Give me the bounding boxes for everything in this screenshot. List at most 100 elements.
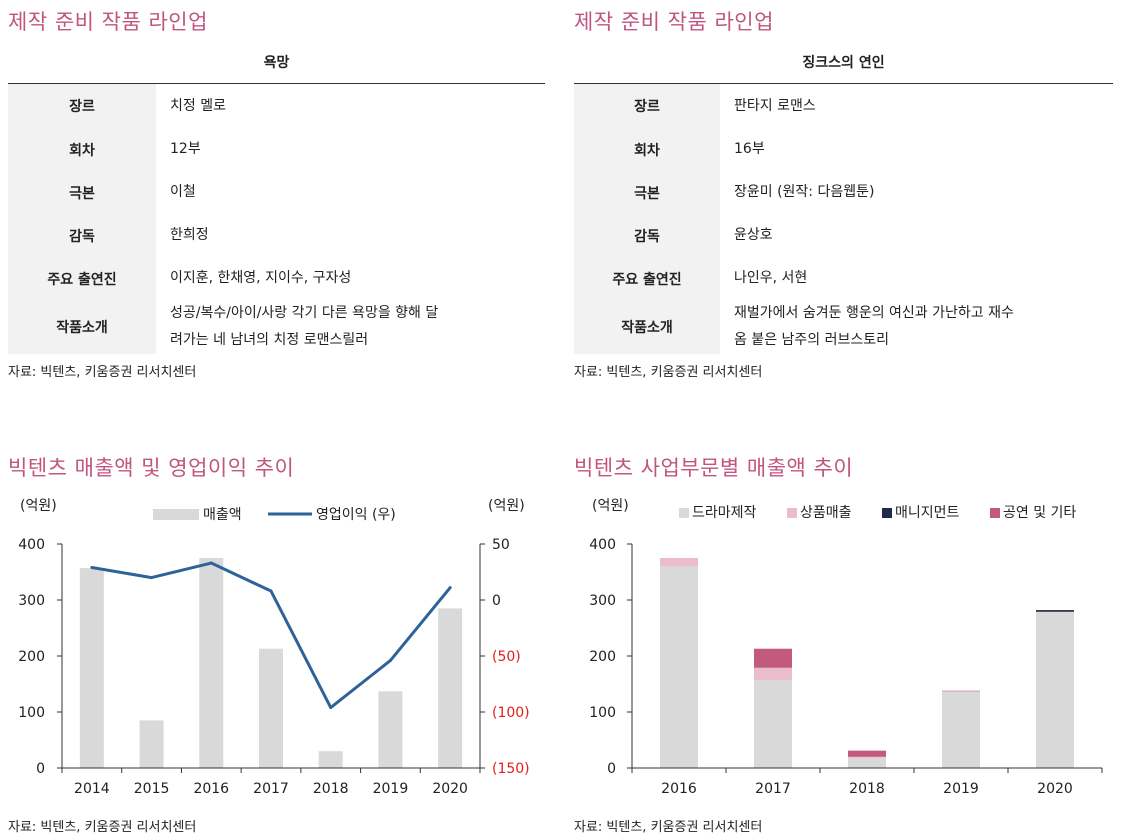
- left-table-row: 극본 이철: [8, 171, 545, 214]
- legend-swatch-sales: [153, 509, 199, 520]
- row-value: 이지훈, 한채영, 지이수, 구자성: [170, 270, 352, 286]
- legend-label: 공연 및 기타: [1003, 505, 1076, 521]
- x-tick-label: 2019: [373, 781, 409, 797]
- sales-bar: [259, 648, 283, 768]
- row-key: 장르: [8, 84, 156, 128]
- row-value-line: 재벌가에서 숨겨둔 행운의 여신과 가난하고 재수: [734, 305, 1014, 321]
- y-tick-label: 300: [589, 593, 616, 609]
- row-value: 판타지 로맨스: [734, 97, 816, 114]
- legend-label: 드라마제작: [692, 505, 757, 521]
- right-table-top-rule: [574, 83, 1113, 84]
- x-tick-label: 2015: [134, 781, 170, 797]
- legend-label: 영업이익 (우): [316, 507, 396, 523]
- stacked-bar-segment: [754, 680, 792, 768]
- row-key: 주요 출연진: [8, 257, 156, 300]
- left-table-row: 작품소개 성공/복수/아이/사랑 각기 다른 욕망을 향해 달 려가는 네 남녀…: [8, 300, 545, 354]
- stacked-bar-segment: [1036, 611, 1074, 613]
- row-value: 장윤미 (원작: 다음웹툰): [734, 184, 875, 200]
- y-right-tick-label: 0: [492, 593, 501, 609]
- y-left-tick-label: 0: [36, 761, 45, 777]
- right-table-row: 감독 윤상호: [574, 214, 1113, 257]
- y-left-tick-label: 100: [18, 705, 45, 721]
- sales-bar: [139, 720, 164, 768]
- y-tick-label: 0: [607, 761, 616, 777]
- op-profit-point: [150, 576, 154, 580]
- stacked-bar-segment: [848, 756, 886, 758]
- row-key: 장르: [574, 84, 720, 128]
- y-right-tick-label: (50): [492, 649, 521, 665]
- right-table-row: 극본 장윤미 (원작: 다음웹툰): [574, 171, 1113, 214]
- right-chart-source: 자료: 빅텐츠, 키움증권 리서치센터: [574, 820, 763, 835]
- sales-op-profit-chart: (억원) (억원) 매출액 영업이익 (우) 0 100 200 300 400 (150) (10…: [18, 498, 530, 797]
- left-table-source: 자료: 빅텐츠, 키움증권 리서치센터: [8, 365, 197, 380]
- y-right-tick-label: (150): [492, 761, 530, 777]
- legend-label: 매출액: [203, 507, 242, 523]
- row-key: 회차: [574, 128, 720, 171]
- stacked-bar-segment: [942, 691, 980, 692]
- row-value: 윤상호: [734, 227, 773, 243]
- row-key: 극본: [574, 171, 720, 214]
- x-tick-label: 2017: [253, 781, 289, 797]
- right-table-row: 작품소개 재벌가에서 숨겨둔 행운의 여신과 가난하고 재수 옴 붙은 남주의 …: [574, 300, 1113, 354]
- right-section-title: 제작 준비 작품 라인업: [574, 10, 774, 34]
- row-key: 작품소개: [8, 300, 156, 354]
- stacked-bar-segment: [660, 566, 698, 768]
- left-table-top-rule: [8, 83, 545, 84]
- y-unit: (억원): [592, 498, 629, 514]
- legend-swatch: [787, 508, 797, 518]
- x-tick-label: 2019: [943, 781, 979, 797]
- stacked-bar-segment: [1036, 610, 1074, 612]
- stacked-bar-segment: [942, 691, 980, 768]
- left-table-row: 회차 12부: [8, 128, 545, 171]
- sales-bar: [79, 568, 104, 768]
- right-table-row: 주요 출연진 나인우, 서현: [574, 257, 1113, 300]
- y-right-tick-label: (100): [492, 705, 530, 721]
- left-chart-title: 빅텐츠 매출액 및 영업이익 추이: [8, 456, 295, 480]
- left-table-title: 욕망: [263, 55, 290, 71]
- x-tick-label: 2016: [661, 781, 697, 797]
- op-profit-point: [448, 586, 452, 590]
- y-tick-label: 400: [589, 537, 616, 553]
- x-tick-label: 2016: [193, 781, 229, 797]
- row-value-line: 옴 붙은 남주의 러브스토리: [734, 332, 890, 348]
- row-value-line: 성공/복수/아이/사랑 각기 다른 욕망을 향해 달: [170, 305, 439, 321]
- x-tick-label: 2020: [432, 781, 468, 797]
- x-tick-label: 2020: [1037, 781, 1073, 797]
- stacked-bar-segment: [848, 750, 886, 757]
- segment-sales-chart: (억원) 드라마제작 상품매출 매니지먼트 공연 및 기타 0 100 200 300 400 20…: [589, 498, 1103, 797]
- legend-label: 매니지먼트: [895, 505, 960, 521]
- stacked-bar-segment: [942, 690, 980, 692]
- y-left-unit: (억원): [20, 498, 57, 514]
- y-tick-label: 100: [589, 705, 616, 721]
- row-key: 감독: [574, 214, 720, 257]
- stacked-bar-segment: [754, 648, 792, 668]
- right-table-row: 장르 판타지 로맨스: [574, 84, 1113, 128]
- row-key: 회차: [8, 128, 156, 171]
- x-tick-label: 2018: [849, 781, 885, 797]
- x-tick-label: 2018: [313, 781, 349, 797]
- row-key: 주요 출연진: [574, 257, 720, 300]
- stacked-bar-segment: [660, 558, 698, 567]
- row-value: 16부: [734, 141, 765, 157]
- y-right-unit: (억원): [488, 498, 525, 514]
- sales-bar: [318, 751, 343, 768]
- left-chart-source: 자료: 빅텐츠, 키움증권 리서치센터: [8, 820, 197, 835]
- left-table-row: 장르 치정 멜로: [8, 84, 545, 128]
- row-key: 극본: [8, 171, 156, 214]
- row-key: 감독: [8, 214, 156, 257]
- op-profit-point: [90, 566, 94, 570]
- y-left-tick-label: 400: [18, 537, 45, 553]
- row-value: 치정 멜로: [170, 97, 226, 114]
- legend-swatch: [882, 508, 892, 518]
- y-left-tick-label: 200: [18, 649, 45, 665]
- row-value-line: 려가는 네 남녀의 치정 로맨스릴러: [170, 332, 369, 348]
- right-table-title: 징크스의 연인: [802, 55, 885, 71]
- op-profit-point: [388, 658, 392, 662]
- right-table-source: 자료: 빅텐츠, 키움증권 리서치센터: [574, 365, 763, 380]
- sales-bar: [438, 608, 463, 768]
- left-table-row: 감독 한희정: [8, 214, 545, 257]
- sales-bar: [378, 691, 403, 768]
- op-profit-point: [329, 706, 333, 710]
- y-tick-label: 200: [589, 649, 616, 665]
- legend-swatch: [679, 508, 689, 518]
